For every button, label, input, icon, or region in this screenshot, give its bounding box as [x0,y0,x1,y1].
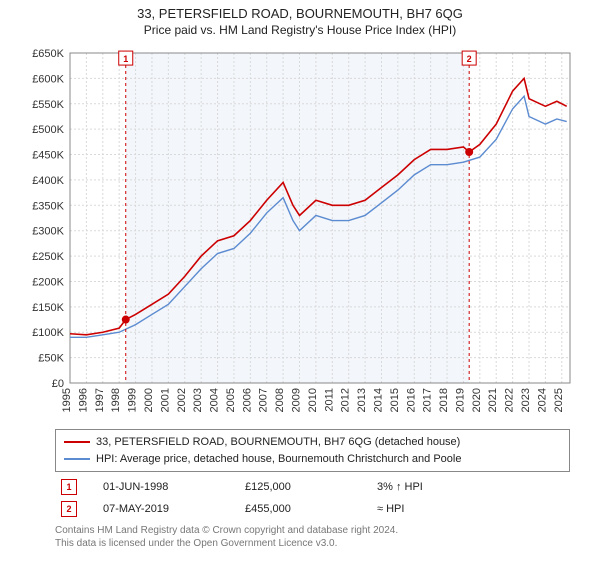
svg-text:£300K: £300K [32,226,64,238]
svg-text:£50K: £50K [38,353,64,365]
record-marker-1: 1 [61,479,77,495]
svg-text:2017: 2017 [422,388,434,412]
svg-text:1: 1 [123,54,128,64]
svg-text:1998: 1998 [110,388,122,412]
record-price-1: £125,000 [239,476,371,498]
svg-text:£650K: £650K [32,48,64,60]
legend-item-property: 33, PETERSFIELD ROAD, BOURNEMOUTH, BH7 6… [64,434,561,451]
svg-text:£550K: £550K [32,99,64,111]
legend-swatch-property [64,441,90,443]
svg-text:1995: 1995 [61,388,73,412]
svg-text:2005: 2005 [225,388,237,412]
chart-area: £0£50K£100K£150K£200K£250K£300K£350K£400… [15,43,585,423]
svg-text:2000: 2000 [143,388,155,412]
record-delta-2: ≈ HPI [371,498,570,520]
chart-svg: £0£50K£100K£150K£200K£250K£300K£350K£400… [15,43,585,423]
svg-text:2014: 2014 [372,388,384,412]
svg-text:2003: 2003 [192,388,204,412]
svg-text:2012: 2012 [340,388,352,412]
svg-text:2016: 2016 [405,388,417,412]
legend-label-property: 33, PETERSFIELD ROAD, BOURNEMOUTH, BH7 6… [96,434,460,451]
svg-text:£400K: £400K [32,175,64,187]
svg-text:2009: 2009 [291,388,303,412]
svg-text:£200K: £200K [32,276,64,288]
svg-text:2025: 2025 [553,388,565,412]
svg-text:2004: 2004 [209,388,221,412]
svg-text:2021: 2021 [487,388,499,412]
svg-text:2024: 2024 [536,388,548,412]
legend-swatch-hpi [64,458,90,460]
record-date-1: 01-JUN-1998 [97,476,239,498]
svg-text:£500K: £500K [32,124,64,136]
legend-box: 33, PETERSFIELD ROAD, BOURNEMOUTH, BH7 6… [55,429,570,472]
legend-item-hpi: HPI: Average price, detached house, Bour… [64,451,561,468]
footer-attribution: Contains HM Land Registry data © Crown c… [55,524,570,550]
svg-text:1997: 1997 [94,388,106,412]
footer-line1: Contains HM Land Registry data © Crown c… [55,524,570,537]
svg-text:£450K: £450K [32,150,64,162]
svg-text:2013: 2013 [356,388,368,412]
footer-line2: This data is licensed under the Open Gov… [55,537,570,550]
chart-title: 33, PETERSFIELD ROAD, BOURNEMOUTH, BH7 6… [0,6,600,21]
svg-text:1996: 1996 [77,388,89,412]
svg-text:£250K: £250K [32,251,64,263]
legend-label-hpi: HPI: Average price, detached house, Bour… [96,451,461,468]
svg-text:2001: 2001 [159,388,171,412]
record-marker-2: 2 [61,501,77,517]
svg-text:2: 2 [467,54,472,64]
record-delta-1: 3% ↑ HPI [371,476,570,498]
svg-text:£350K: £350K [32,200,64,212]
records-table: 1 01-JUN-1998 £125,000 3% ↑ HPI 2 07-MAY… [55,476,570,520]
record-row-1: 1 01-JUN-1998 £125,000 3% ↑ HPI [55,476,570,498]
svg-text:£100K: £100K [32,327,64,339]
chart-subtitle: Price paid vs. HM Land Registry's House … [0,23,600,37]
svg-text:2019: 2019 [454,388,466,412]
svg-text:2020: 2020 [471,388,483,412]
svg-text:2022: 2022 [504,388,516,412]
svg-text:2006: 2006 [241,388,253,412]
svg-text:2007: 2007 [258,388,270,412]
svg-text:£600K: £600K [32,73,64,85]
svg-text:2018: 2018 [438,388,450,412]
svg-text:2011: 2011 [323,388,335,412]
svg-text:2023: 2023 [520,388,532,412]
svg-text:1999: 1999 [127,388,139,412]
svg-text:2015: 2015 [389,388,401,412]
record-price-2: £455,000 [239,498,371,520]
record-row-2: 2 07-MAY-2019 £455,000 ≈ HPI [55,498,570,520]
svg-text:2010: 2010 [307,388,319,412]
svg-text:2008: 2008 [274,388,286,412]
record-date-2: 07-MAY-2019 [97,498,239,520]
svg-text:£150K: £150K [32,302,64,314]
svg-text:2002: 2002 [176,388,188,412]
